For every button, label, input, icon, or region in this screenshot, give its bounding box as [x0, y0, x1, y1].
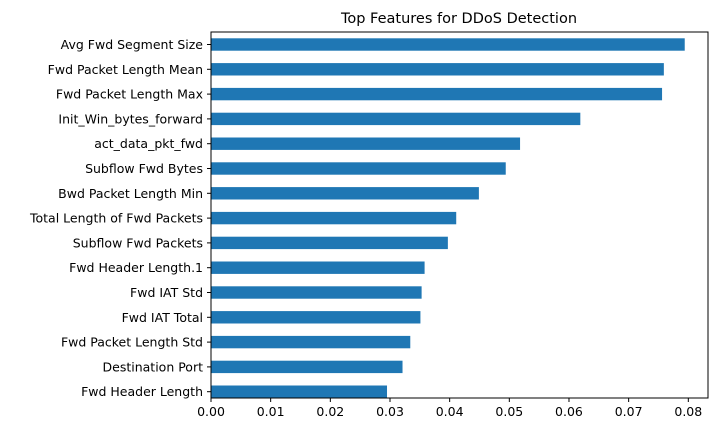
x-tick-label: 0.08 [674, 404, 702, 419]
y-tick-label: Destination Port [103, 359, 204, 374]
plot-frame [210, 31, 709, 399]
y-tick-label: Fwd Packet Length Std [61, 335, 203, 350]
y-tick-label: act_data_pkt_fwd [94, 136, 203, 151]
bar [211, 38, 685, 51]
y-tick-label: Bwd Packet Length Min [58, 186, 203, 201]
bar [211, 63, 664, 76]
bar [211, 385, 388, 398]
x-tick-label: 0.07 [615, 404, 643, 419]
y-tick-label: Fwd Packet Length Max [56, 87, 203, 102]
y-tick-label: Fwd IAT Total [122, 310, 203, 325]
bar [211, 311, 421, 324]
y-tick-label: Subflow Fwd Packets [73, 235, 203, 250]
bar [211, 261, 425, 274]
x-axis-ticks: 0.00 0.01 0.02 0.03 0.04 0.05 0.06 0.07 0.08 [197, 398, 702, 419]
y-tick-label: Total Length of Fwd Packets [29, 211, 203, 226]
x-tick-label: 0.01 [257, 404, 285, 419]
x-tick-label: 0.02 [316, 404, 344, 419]
bar [211, 112, 581, 126]
bar [211, 162, 506, 175]
y-axis-ticks: Avg Fwd Segment Size Fwd Packet Length Me… [29, 37, 211, 399]
bar [211, 360, 403, 374]
bar [211, 211, 457, 225]
bar [211, 236, 448, 250]
y-tick-label: Fwd Header Length [81, 384, 203, 399]
y-tick-label: Fwd Packet Length Mean [48, 62, 203, 77]
x-tick-label: 0.00 [197, 404, 225, 419]
y-tick-label: Subflow Fwd Bytes [85, 161, 203, 176]
x-tick-label: 0.04 [436, 404, 464, 419]
bar [211, 187, 479, 200]
chart-title: Top Features for DDoS Detection [340, 11, 577, 27]
x-tick-label: 0.05 [495, 404, 523, 419]
y-tick-label: Init_Win_bytes_forward [58, 111, 203, 126]
y-tick-label: Fwd IAT Std [130, 285, 203, 300]
y-tick-label: Avg Fwd Segment Size [61, 37, 204, 52]
bar [211, 335, 411, 349]
x-tick-label: 0.06 [555, 404, 583, 419]
y-tick-label: Fwd Header Length.1 [69, 260, 203, 275]
bars-group [211, 38, 685, 398]
bar [211, 137, 521, 150]
x-tick-label: 0.03 [376, 404, 404, 419]
bar [211, 286, 422, 299]
bar [211, 87, 663, 101]
